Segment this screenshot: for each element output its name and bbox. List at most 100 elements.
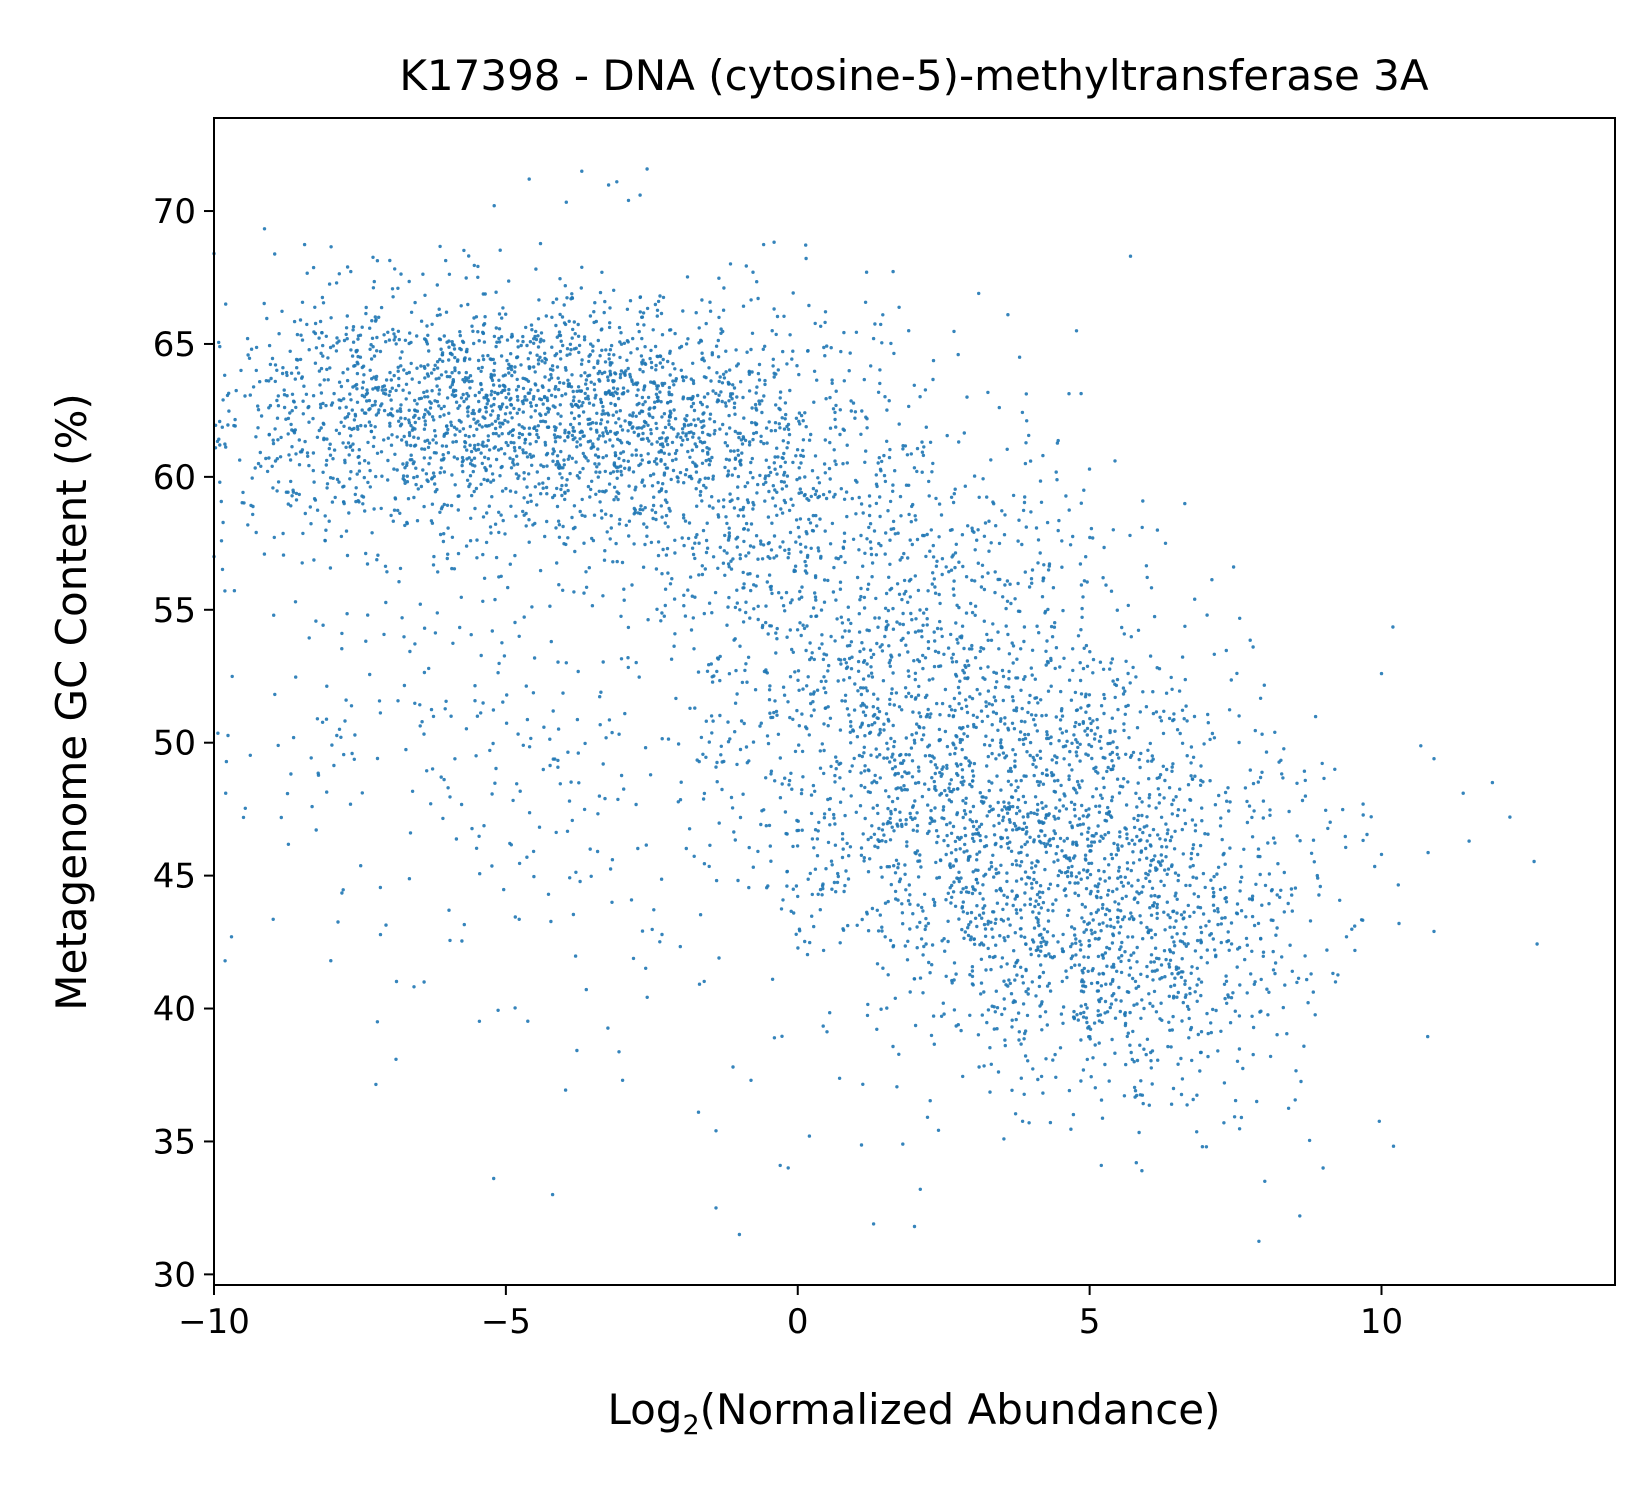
data-points — [212, 167, 1539, 1244]
data-point — [643, 400, 647, 404]
data-point — [602, 310, 606, 315]
data-point — [456, 508, 460, 512]
data-point — [611, 444, 615, 448]
data-point — [642, 522, 646, 526]
data-point — [372, 507, 376, 511]
data-point — [872, 692, 876, 696]
data-point — [838, 432, 842, 437]
data-point — [1184, 925, 1188, 929]
data-point — [392, 508, 397, 512]
data-point — [919, 629, 924, 633]
data-point — [712, 420, 717, 424]
data-point — [1097, 868, 1101, 873]
data-point — [533, 382, 537, 386]
data-point — [1127, 917, 1132, 921]
data-point — [573, 549, 577, 554]
data-point — [655, 426, 659, 431]
data-point — [1201, 912, 1206, 916]
data-point — [960, 533, 965, 537]
data-point — [391, 519, 395, 523]
data-point — [591, 403, 596, 407]
data-point — [599, 690, 603, 694]
data-point — [674, 457, 678, 461]
data-point — [328, 442, 332, 446]
data-point — [686, 423, 691, 427]
data-point — [727, 534, 732, 538]
data-point — [970, 779, 975, 783]
data-point — [1028, 835, 1032, 839]
data-point — [999, 745, 1003, 750]
data-point — [565, 478, 569, 482]
data-point — [627, 534, 631, 538]
data-point — [1118, 1009, 1123, 1014]
data-point — [653, 302, 658, 307]
data-point — [389, 378, 393, 382]
data-point — [390, 433, 394, 437]
data-point — [640, 315, 644, 319]
data-point — [965, 659, 970, 663]
data-point — [1037, 890, 1042, 894]
data-point — [1113, 459, 1117, 463]
data-point — [741, 514, 746, 518]
data-point — [628, 413, 632, 417]
data-point — [614, 541, 618, 546]
data-point — [307, 348, 311, 352]
data-point — [1165, 767, 1169, 772]
data-point — [998, 741, 1003, 745]
data-point — [1155, 905, 1159, 910]
data-point — [374, 474, 378, 479]
data-point — [1038, 756, 1043, 760]
data-point — [959, 1028, 963, 1033]
data-point — [1073, 690, 1078, 695]
data-point — [923, 388, 928, 392]
data-point — [681, 438, 685, 442]
data-point — [889, 736, 893, 741]
data-point — [945, 433, 949, 438]
data-point — [919, 865, 923, 869]
data-point — [1059, 689, 1063, 694]
data-point — [613, 390, 617, 394]
data-point — [506, 392, 511, 396]
data-point — [251, 512, 255, 517]
data-point — [403, 416, 407, 421]
data-point — [953, 551, 958, 555]
data-point — [1180, 708, 1185, 712]
data-point — [1011, 903, 1015, 908]
data-point — [863, 713, 868, 718]
data-point — [1009, 601, 1013, 606]
data-point — [869, 835, 873, 840]
data-point — [889, 341, 893, 346]
data-point — [1089, 844, 1094, 848]
data-point — [920, 737, 924, 742]
data-point — [1083, 853, 1088, 857]
data-point — [1122, 722, 1126, 726]
data-point — [916, 629, 921, 633]
data-point — [873, 844, 877, 848]
data-point — [265, 469, 270, 474]
data-point — [884, 789, 888, 793]
data-point — [908, 538, 912, 542]
data-point — [804, 545, 808, 549]
data-point — [330, 500, 335, 504]
data-point — [1128, 533, 1132, 538]
data-point — [559, 357, 563, 361]
data-point — [813, 321, 817, 326]
data-point — [455, 457, 460, 461]
data-point — [455, 427, 459, 431]
data-point — [988, 804, 992, 808]
data-point — [1216, 1049, 1220, 1053]
data-point — [220, 425, 224, 429]
data-point — [1044, 663, 1048, 667]
data-point — [761, 242, 766, 247]
data-point — [770, 591, 774, 596]
data-point — [987, 702, 991, 706]
data-point — [1097, 739, 1102, 743]
data-point — [438, 471, 442, 475]
data-point — [366, 480, 370, 485]
data-point — [1128, 1043, 1132, 1047]
data-point — [575, 474, 580, 478]
data-point — [1124, 752, 1128, 756]
data-point — [1062, 839, 1066, 843]
data-point — [658, 436, 662, 441]
data-point — [345, 378, 350, 383]
